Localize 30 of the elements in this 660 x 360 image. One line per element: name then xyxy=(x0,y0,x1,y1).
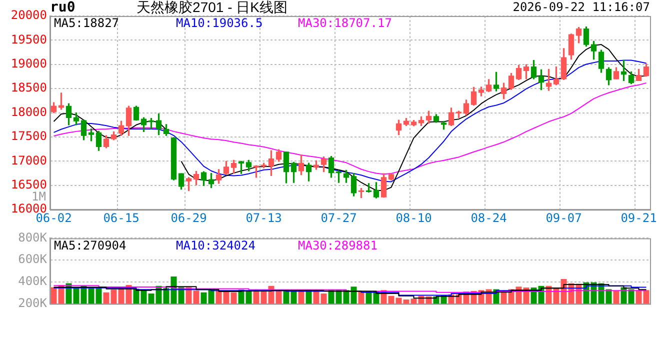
x-tick-label: 08-10 xyxy=(396,210,432,225)
x-tick-label: 09-21 xyxy=(620,210,657,225)
y-tick-label: 19000 xyxy=(10,56,47,71)
text: 2026-09-22 11:16:07 xyxy=(512,0,650,14)
x-tick-label: 06-29 xyxy=(170,210,207,225)
y-tick-label: 19500 xyxy=(10,32,47,46)
y-tick-label: 17000 xyxy=(10,153,47,168)
y-tick-label: 18000 xyxy=(10,104,47,119)
text: MA10:324024 xyxy=(176,238,256,252)
x-tick-label: 07-27 xyxy=(320,210,357,225)
x-tick-label: 07-13 xyxy=(246,210,282,225)
y-tick-label: 18500 xyxy=(10,80,47,95)
chart-subtitle: ru0 xyxy=(50,0,76,16)
text: MA30:18707.17 xyxy=(298,16,392,30)
text: MA10:19036.5 xyxy=(176,16,263,30)
y-tick-label: 800K xyxy=(18,230,48,244)
chart-title: 天然橡胶2701 - 日K线图 xyxy=(136,0,288,15)
x-tick-label: 06-15 xyxy=(103,210,140,225)
text: MA5:18827 xyxy=(54,16,120,30)
y-tick-label: 17500 xyxy=(10,129,47,144)
text: MA30:289881 xyxy=(298,238,378,252)
text: 1M xyxy=(32,190,46,204)
text: MA5:270904 xyxy=(54,238,126,252)
x-tick-label: 09-07 xyxy=(546,210,582,225)
y-tick-label: 600K xyxy=(18,252,48,266)
y-tick-label: 400K xyxy=(18,274,48,288)
y-tick-label: 200K xyxy=(18,296,48,310)
y-tick-label: 16500 xyxy=(10,178,47,192)
y-tick-label: 20000 xyxy=(10,8,47,22)
x-tick-label: 08-24 xyxy=(470,210,507,225)
